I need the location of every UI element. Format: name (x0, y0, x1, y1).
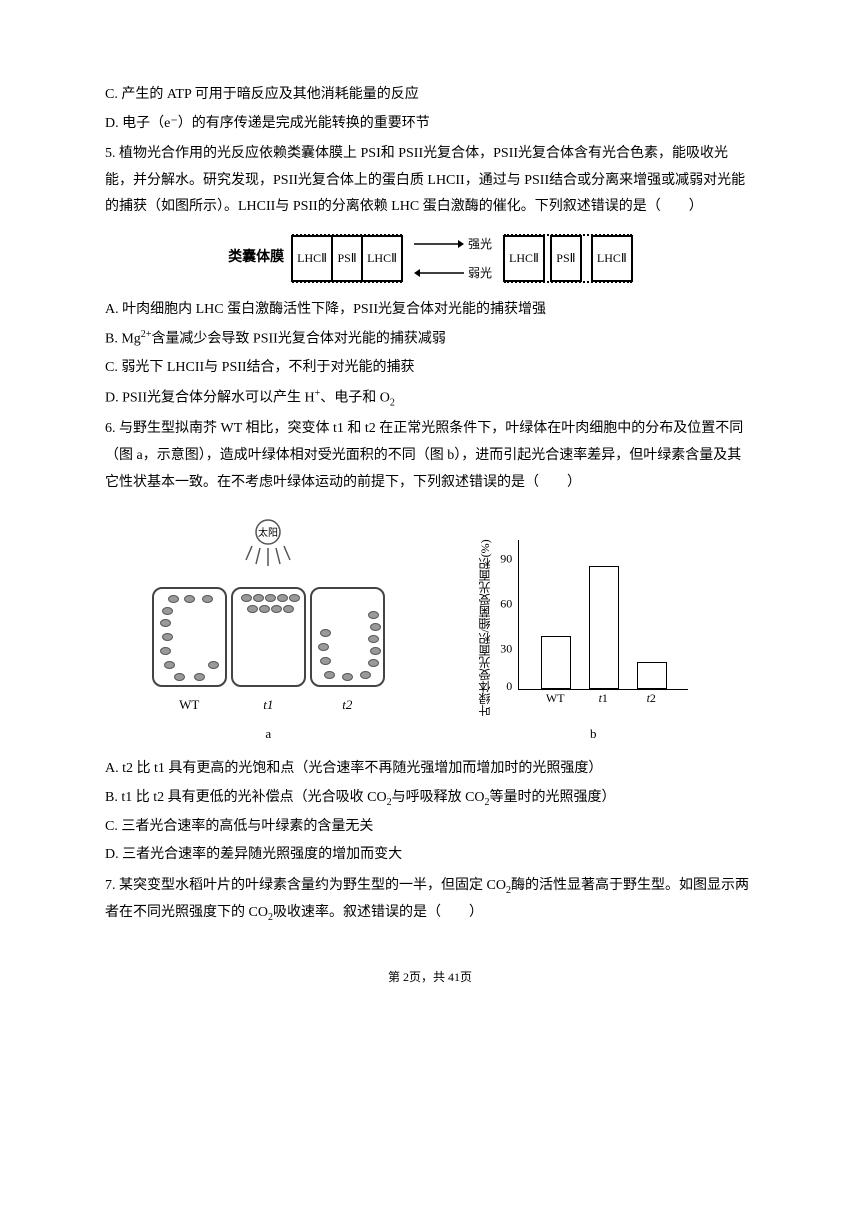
cell-t2 (310, 587, 385, 687)
q4-option-d: D. 电子（e⁻）的有序传递是完成光能转换的重要环节 (105, 111, 755, 138)
q4-option-c: C. 产生的 ATP 可用于暗反应及其他消耗能量的反应 (105, 82, 755, 109)
q5-option-c: C. 弱光下 LHCII与 PSII结合，不利于对光能的捕获 (105, 355, 755, 382)
q6-figures: 太阳 (105, 516, 755, 746)
text: 吸收速率。叙述错误的是（ ） (273, 905, 483, 920)
q7-text: 7. 某突变型水稻叶片的叶绿素含量约为野生型的一半，但固定 CO2酶的活性显著高… (105, 873, 755, 927)
arrow-top-label: 强光 (468, 233, 492, 256)
membrane-left: LHCⅡ PSⅡ LHCⅡ (292, 234, 402, 283)
lhc-box: LHCⅡ (291, 235, 333, 282)
x-label-wt: WT (540, 687, 570, 710)
arrow-right-icon (414, 239, 464, 249)
y-axis-label: 叶绿体受光面积/细菌受光面积(%) (474, 539, 497, 716)
bar-t2 (637, 662, 667, 689)
q5-number: 5. (105, 146, 116, 161)
membrane-right: LHCⅡ PSⅡ LHCⅡ (504, 234, 632, 283)
arrow-left-icon (414, 268, 464, 278)
label-wt: WT (152, 693, 227, 718)
q5-text: 5. 植物光合作用的光反应依赖类囊体膜上 PSI和 PSII光复合体，PSII光… (105, 141, 755, 221)
lhc-box: LHCⅡ (591, 235, 633, 282)
q5-body: 植物光合作用的光反应依赖类囊体膜上 PSI和 PSII光复合体，PSII光复合体… (105, 146, 745, 214)
q6-option-d: D. 三者光合速率的差异随光照强度的增加而变大 (105, 842, 755, 869)
cell-t1 (231, 587, 306, 687)
y-tick: 0 (506, 675, 512, 698)
y-tick: 90 (500, 547, 512, 570)
text: 含量减少会导致 PSII光复合体对光能的捕获减弱 (151, 332, 445, 347)
caption-b: b (478, 722, 708, 747)
page-footer: 第 2页，共 41页 (105, 966, 755, 989)
thylakoid-label: 类囊体膜 (228, 245, 284, 272)
chart-area (518, 540, 688, 690)
q6-option-b: B. t1 比 t2 具有更低的光补偿点（光合吸收 CO2与呼吸释放 CO2等量… (105, 785, 755, 812)
lhc-box: LHCⅡ (503, 235, 545, 282)
bar-chart: 叶绿体受光面积/细菌受光面积(%) 30 60 90 0 WT t1 t2 (478, 538, 708, 718)
q7-number: 7. (105, 878, 116, 893)
q6-option-c: C. 三者光合速率的高低与叶绿素的含量无关 (105, 814, 755, 841)
ps-box: PSⅡ (331, 235, 363, 282)
text: B. t1 比 t2 具有更低的光补偿点（光合吸收 CO (105, 790, 387, 805)
q5-diagram: 类囊体膜 LHCⅡ PSⅡ LHCⅡ 强光 弱光 LHCⅡ PSⅡ LHCⅡ (105, 233, 755, 285)
text: 与呼吸释放 CO (392, 790, 485, 805)
sun-label: 太阳 (258, 526, 278, 539)
label-t2: t2 (310, 693, 385, 718)
arrow-bottom-label: 弱光 (468, 262, 492, 285)
cell-wt (152, 587, 227, 687)
text: 某突变型水稻叶片的叶绿素含量约为野生型的一半，但固定 CO (119, 878, 506, 893)
x-label-t2: t2 (636, 687, 666, 710)
ps-box: PSⅡ (550, 235, 582, 282)
caption-a: a (152, 722, 385, 747)
lhc-box: LHCⅡ (361, 235, 403, 282)
figure-b: 叶绿体受光面积/细菌受光面积(%) 30 60 90 0 WT t1 t2 b (478, 538, 708, 747)
text: 等量时的光照强度） (490, 790, 616, 805)
q6-text: 6. 与野生型拟南芥 WT 相比，突变体 t1 和 t2 在正常光照条件下，叶绿… (105, 416, 755, 496)
q5-option-a: A. 叶肉细胞内 LHC 蛋白激酶活性下降，PSII光复合体对光能的捕获增强 (105, 297, 755, 324)
figure-a: 太阳 (152, 516, 385, 746)
q6-option-a: A. t2 比 t1 具有更高的光饱和点（光合速率不再随光强增加而增加时的光照强… (105, 756, 755, 783)
x-label-t1: t1 (588, 687, 618, 710)
bar-t1 (589, 566, 619, 689)
cell-row (152, 587, 385, 687)
q7-body: 某突变型水稻叶片的叶绿素含量约为野生型的一半，但固定 CO2酶的活性显著高于野生… (105, 878, 749, 920)
label-t1: t1 (231, 693, 306, 718)
text: D. PSII光复合体分解水可以产生 H (105, 391, 315, 406)
sun-icon: 太阳 (152, 516, 385, 579)
y-tick: 30 (500, 637, 512, 660)
text: B. Mg (105, 332, 141, 347)
bar-wt (541, 636, 571, 689)
q6-number: 6. (105, 421, 116, 436)
q5-option-d: D. PSII光复合体分解水可以产生 H+、电子和 O2 (105, 384, 755, 412)
text: 、电子和 O (320, 391, 390, 406)
q6-body: 与野生型拟南芥 WT 相比，突变体 t1 和 t2 在正常光照条件下，叶绿体在叶… (105, 421, 743, 489)
arrow-column: 强光 弱光 (414, 233, 492, 285)
cell-labels: WT t1 t2 (152, 693, 385, 718)
y-tick: 60 (500, 592, 512, 615)
q5-option-b: B. Mg2+含量减少会导致 PSII光复合体对光能的捕获减弱 (105, 325, 755, 353)
